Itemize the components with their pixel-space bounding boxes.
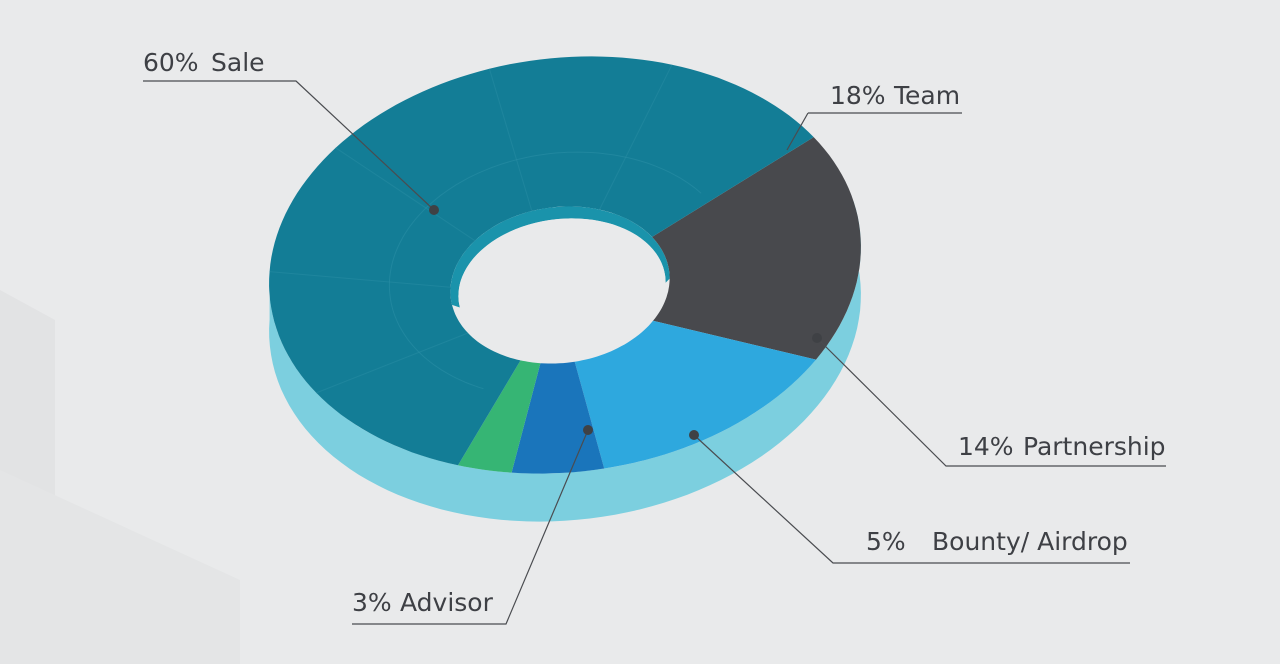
label-advisor: 3% Advisor <box>352 425 593 625</box>
donut-side-band <box>269 201 861 522</box>
label-partnership: 14% Partnership <box>812 333 1166 467</box>
bounty-leader-line <box>693 434 1130 564</box>
slice-partnership <box>574 320 816 469</box>
label-team: 18% Team <box>786 81 962 151</box>
team-leader-line <box>786 112 809 151</box>
sale-pct: 60% <box>143 48 199 77</box>
slice-divider <box>335 147 476 242</box>
slice-divider <box>269 271 451 288</box>
donut-side <box>269 201 861 522</box>
advisor-name: Advisor <box>400 588 494 617</box>
slice-divider <box>316 332 469 394</box>
advisor-pct: 3% <box>352 588 392 617</box>
partnership-marker <box>812 333 822 343</box>
partnership-pct: 14% <box>958 432 1014 461</box>
sale-leader-line <box>273 80 435 211</box>
bounty-name: Bounty/ Airdrop <box>932 527 1128 556</box>
slice-sale <box>269 56 814 466</box>
team-name: Team <box>893 81 960 110</box>
partnership-name: Partnership <box>1023 432 1166 461</box>
advisor-leader-line <box>352 429 589 625</box>
partnership-leader-line <box>816 337 1166 467</box>
slice-divider <box>488 68 533 212</box>
donut-slices <box>269 56 861 474</box>
bounty-marker <box>689 430 699 440</box>
advisor-marker <box>583 425 593 435</box>
donut-inner-wall <box>450 206 670 308</box>
ring-decoration <box>269 64 702 394</box>
donut-hole <box>458 218 666 360</box>
bounty-pct: 5% <box>866 527 906 556</box>
label-bounty: 5% Bounty/ Airdrop <box>689 430 1130 564</box>
label-sale: 60% Sale <box>143 48 439 215</box>
sale-name: Sale <box>211 48 265 77</box>
slice-advisor <box>458 360 541 473</box>
team-pct: 18% <box>830 81 886 110</box>
slice-team <box>652 137 861 360</box>
ring-line <box>388 151 702 390</box>
slice-divider <box>599 64 673 210</box>
sale-marker <box>429 205 439 215</box>
